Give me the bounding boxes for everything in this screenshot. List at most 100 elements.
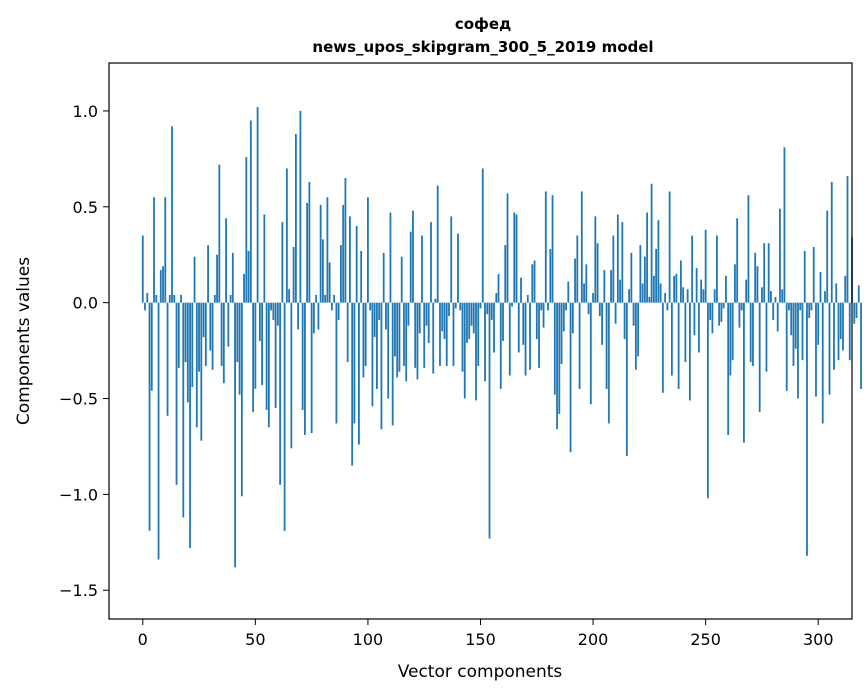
bar-195 (580, 191, 583, 303)
bar-57 (270, 302, 273, 311)
bar-93 (351, 302, 354, 466)
bar-131 (436, 185, 439, 303)
bar-318 (857, 285, 860, 303)
bar-243 (688, 302, 691, 401)
bar-19 (184, 302, 187, 363)
y-tick-label-5: 1.0 (73, 102, 98, 121)
bar-113 (396, 302, 399, 378)
bar-89 (342, 204, 345, 303)
bar-218 (632, 302, 635, 326)
bar-174 (533, 260, 536, 303)
bar-21 (189, 302, 191, 549)
bar-92 (349, 216, 351, 303)
bar-53 (261, 302, 263, 386)
bar-50 (254, 302, 257, 389)
bar-132 (439, 302, 441, 366)
bar-264 (736, 218, 739, 303)
bar-117 (405, 302, 408, 382)
bar-120 (412, 210, 414, 303)
bar-1 (144, 302, 146, 311)
bar-278 (767, 243, 770, 303)
bar-185 (558, 302, 561, 414)
bar-118 (407, 302, 410, 326)
bar-36 (222, 302, 225, 384)
bar-47 (247, 250, 250, 303)
bar-129 (432, 302, 435, 374)
bar-122 (416, 302, 419, 380)
bar-147 (472, 302, 475, 334)
bar-167 (517, 302, 520, 353)
bar-269 (747, 195, 750, 303)
bar-116 (403, 302, 405, 366)
bar-300 (817, 302, 820, 345)
bar-135 (445, 302, 448, 366)
bar-158 (497, 273, 500, 303)
bar-219 (634, 302, 637, 370)
bar-61 (279, 302, 282, 485)
bar-283 (779, 208, 781, 303)
x-tick-label-4: 200 (578, 630, 609, 649)
bar-142 (461, 302, 464, 372)
bar-42 (236, 302, 239, 363)
bar-82 (326, 197, 329, 303)
bar-29 (207, 245, 209, 303)
bar-231 (661, 302, 664, 393)
bar-182 (551, 195, 554, 303)
bar-69 (297, 302, 300, 330)
y-tick-label-4: 0.5 (73, 198, 98, 217)
bar-13 (171, 126, 173, 303)
bar-25 (198, 302, 200, 372)
bar-289 (792, 302, 795, 366)
bar-101 (369, 302, 372, 311)
bar-220 (637, 302, 640, 357)
bar-175 (535, 302, 538, 340)
bar-115 (400, 256, 403, 303)
bar-77 (315, 294, 318, 303)
bar-153 (486, 302, 489, 315)
bar-91 (346, 302, 349, 363)
bar-55 (265, 302, 268, 411)
bar-108 (385, 302, 387, 330)
bar-110 (389, 212, 392, 303)
x-axis-label: Vector components (398, 662, 563, 682)
bar-152 (484, 302, 486, 382)
bar-306 (830, 181, 833, 303)
bar-75 (310, 302, 313, 434)
bar-94 (353, 302, 356, 424)
bar-317 (855, 302, 858, 318)
bar-81 (324, 294, 327, 303)
bar-138 (452, 302, 455, 366)
bar-33 (216, 254, 218, 303)
bar-190 (569, 302, 572, 453)
bar-205 (603, 270, 606, 303)
bar-27 (202, 302, 205, 338)
bar-242 (686, 289, 689, 303)
bar-249 (702, 289, 705, 303)
plot-area-frame (108, 62, 853, 620)
bar-137 (450, 216, 453, 303)
bar-215 (625, 302, 628, 457)
bar-303 (824, 291, 826, 303)
bar-170 (524, 302, 527, 376)
bar-186 (560, 302, 563, 365)
bar-63 (283, 302, 286, 531)
bar-150 (479, 302, 482, 309)
bar-168 (520, 277, 522, 303)
bar-301 (819, 271, 822, 303)
bar-31 (211, 302, 214, 370)
bar-312 (844, 275, 847, 303)
bar-74 (308, 181, 311, 303)
bar-98 (362, 302, 365, 378)
bar-254 (713, 289, 716, 303)
bar-228 (655, 248, 658, 303)
bar-45 (243, 273, 245, 303)
bar-5 (153, 197, 155, 303)
bar-265 (738, 302, 741, 328)
bar-171 (526, 294, 529, 303)
bar-256 (718, 302, 721, 326)
bar-8 (159, 270, 162, 303)
x-axis-ticks: 0 50 100 150 200 250 300 (138, 619, 834, 649)
bar-313 (846, 176, 849, 303)
bar-109 (387, 302, 390, 399)
